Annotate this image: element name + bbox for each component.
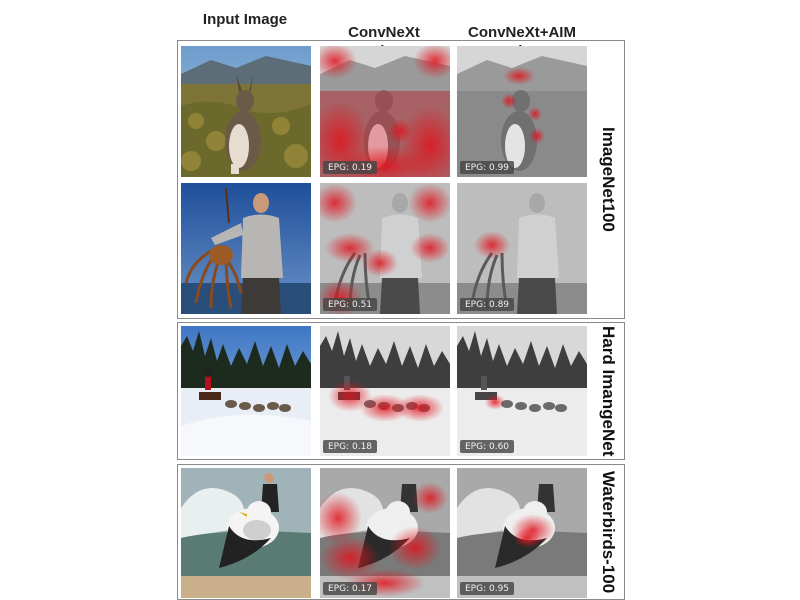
group-label-waterbirds: Waterbirds-100 — [599, 470, 618, 594]
gradcam-convnext-aim-dog-sled: EPG: 0.60 — [457, 326, 587, 456]
gradcam-convnext-aim-waterbird: EPG: 0.95 — [457, 468, 587, 598]
epg-score-label: EPG: 0.17 — [323, 582, 378, 595]
input-image-dog-sled — [181, 326, 311, 456]
group-label-hard-imagenet: Hard ImangeNet — [599, 325, 618, 457]
gradcam-convnext-aim-wallaby: EPG: 0.99 — [457, 46, 587, 177]
gradcam-convnext-aim-lobster: EPG: 0.89 — [457, 183, 587, 314]
input-image-waterbird — [181, 468, 311, 598]
epg-score-label: EPG: 0.95 — [460, 582, 515, 595]
epg-score-label: EPG: 0.51 — [323, 298, 378, 311]
gradcam-convnext-dog-sled: EPG: 0.18 — [320, 326, 450, 456]
column-header-input: Input Image — [202, 11, 288, 28]
group-label-imagenet100: ImageNet100 — [599, 127, 618, 232]
epg-score-label: EPG: 0.60 — [460, 440, 515, 453]
gradcam-convnext-wallaby: EPG: 0.19 — [320, 46, 450, 177]
group-box-imagenet100 — [177, 40, 625, 319]
epg-score-label: EPG: 0.18 — [323, 440, 378, 453]
epg-score-label: EPG: 0.19 — [323, 161, 378, 174]
gradcam-convnext-lobster: EPG: 0.51 — [320, 183, 450, 314]
epg-score-label: EPG: 0.89 — [460, 298, 515, 311]
gradcam-convnext-waterbird: EPG: 0.17 — [320, 468, 450, 598]
input-image-lobster — [181, 183, 311, 314]
input-image-wallaby — [181, 46, 311, 177]
group-box-hard-imagenet — [177, 322, 625, 460]
epg-score-label: EPG: 0.99 — [460, 161, 515, 174]
